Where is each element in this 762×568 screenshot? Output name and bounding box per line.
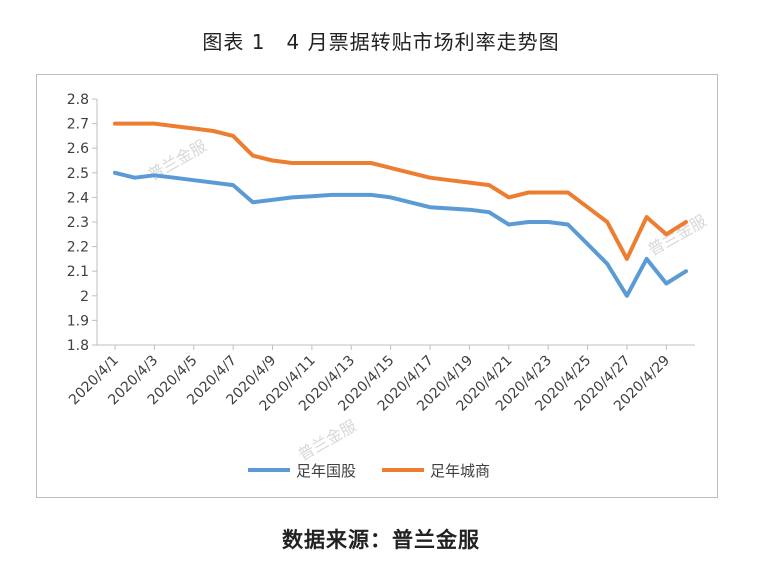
x-axis-ticks: 2020/4/12020/4/32020/4/52020/4/72020/4/9… [66, 345, 673, 415]
legend: 足年国股 足年城商 [248, 462, 490, 480]
y-tick-label: 1.8 [67, 338, 89, 354]
y-tick-label: 2.6 [67, 141, 89, 157]
y-tick-label: 2.2 [67, 240, 89, 256]
watermark-text: 普兰金服 [295, 416, 360, 464]
chart-frame [36, 74, 718, 498]
legend-label-1: 足年国股 [296, 462, 356, 480]
y-tick-label: 2.7 [67, 117, 89, 133]
series-line-1 [113, 170, 688, 298]
data-source: 数据来源：普兰金服 [282, 528, 480, 552]
series-lines [113, 121, 688, 298]
y-axis-ticks: 1.8 1.9 2 2.1 2.2 2.3 2.4 2.5 2.6 2.7 2.8 [67, 92, 97, 354]
y-tick-label: 2 [80, 289, 89, 305]
y-tick-label: 2.1 [67, 264, 89, 280]
y-tick-label: 2.3 [67, 215, 89, 231]
series-line-2 [113, 121, 688, 261]
chart-title: 图表 1 4 月票据转贴市场利率走势图 [202, 30, 560, 54]
y-tick-label: 2.8 [67, 92, 89, 108]
legend-label-2: 足年城商 [430, 462, 490, 480]
watermark-text: 普兰金服 [645, 211, 710, 259]
y-tick-label: 2.4 [67, 190, 89, 206]
y-tick-label: 1.9 [67, 313, 89, 329]
y-tick-label: 2.5 [67, 166, 89, 182]
